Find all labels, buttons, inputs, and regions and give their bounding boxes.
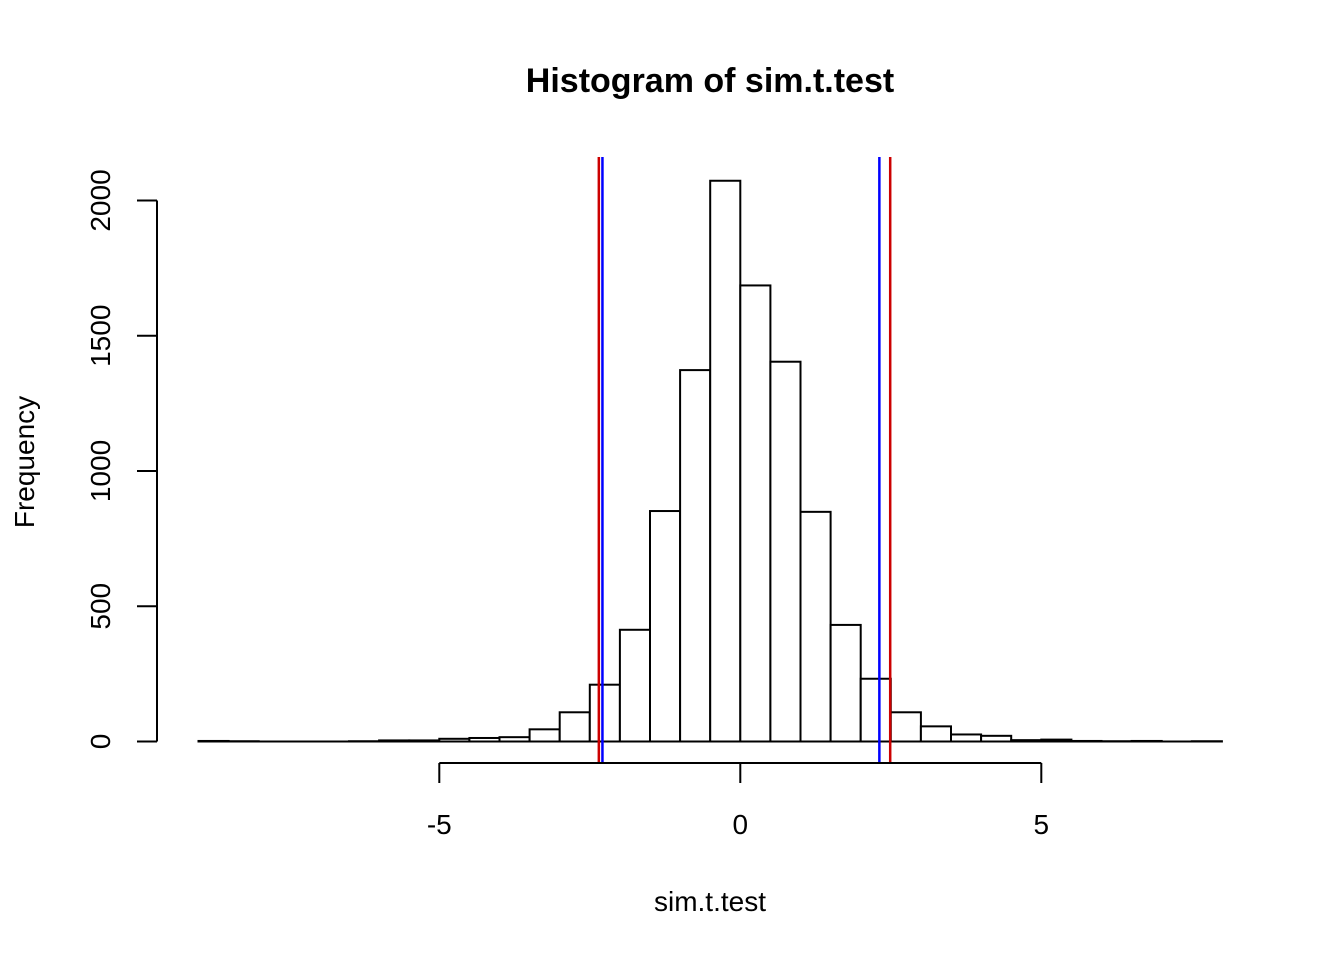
histogram-bar-14 xyxy=(618,628,652,743)
histogram-bar-13 xyxy=(588,683,621,743)
x-axis-label: sim.t.test xyxy=(654,886,766,917)
histogram-bar-25 xyxy=(950,733,983,743)
histogram-bar-17 xyxy=(709,179,742,743)
histogram-bar-22 xyxy=(859,677,892,743)
histogram-bar-24 xyxy=(919,725,953,743)
x-tick-label-1: 0 xyxy=(733,809,749,840)
histogram-bar-18 xyxy=(739,284,772,743)
histogram-bar-16 xyxy=(679,369,712,743)
y-axis-label: Frequency xyxy=(9,396,40,528)
y-tick-label-1: 500 xyxy=(85,583,116,630)
histogram-bars xyxy=(197,179,1223,743)
histogram-bar-19 xyxy=(769,360,802,743)
y-tick-label-2: 1000 xyxy=(85,440,116,502)
histogram-bar-12 xyxy=(558,711,591,743)
histogram-bar-11 xyxy=(528,728,561,743)
y-tick-label-0: 0 xyxy=(85,734,116,750)
x-tick-label-0: -5 xyxy=(427,809,452,840)
y-tick-label-3: 1500 xyxy=(85,305,116,367)
chart-title: Histogram of sim.t.test xyxy=(526,62,894,100)
histogram-bar-23 xyxy=(889,711,922,743)
histogram-bar-15 xyxy=(649,510,682,743)
x-axis: -5 0 5 xyxy=(427,762,1050,840)
y-tick-label-4: 2000 xyxy=(85,169,116,231)
histogram-bar-20 xyxy=(799,510,832,743)
y-axis: 0 500 1000 1500 2000 xyxy=(85,169,158,750)
x-tick-label-2: 5 xyxy=(1034,809,1050,840)
histogram-bar-21 xyxy=(829,623,862,743)
reference-lines xyxy=(597,157,892,764)
